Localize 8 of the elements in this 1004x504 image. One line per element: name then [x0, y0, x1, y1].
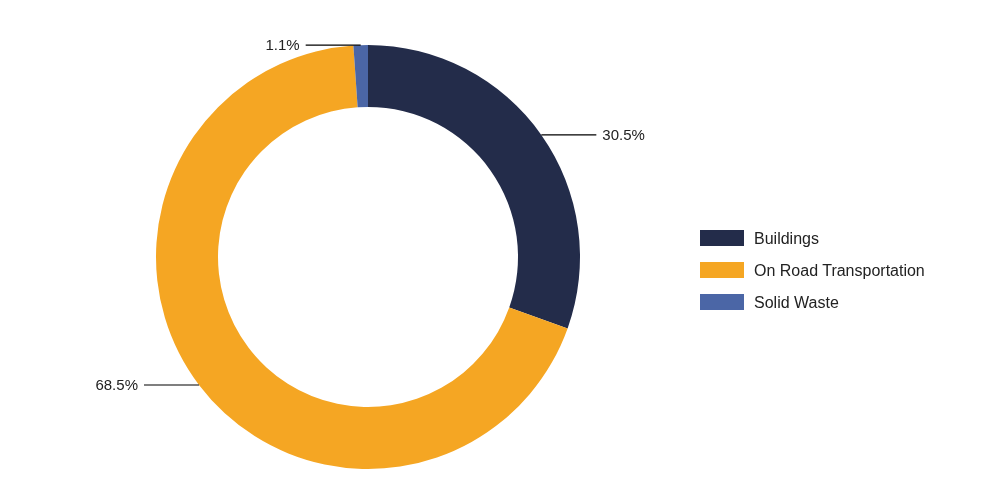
- legend-label: On Road Transportation: [754, 261, 925, 279]
- legend-label: Solid Waste: [754, 293, 839, 311]
- data-label: 30.5%: [602, 126, 645, 144]
- donut-slice: [353, 45, 368, 108]
- data-label: 1.1%: [265, 36, 300, 54]
- legend-label: Buildings: [754, 229, 819, 247]
- data-label: 68.5%: [95, 376, 138, 394]
- donut-slice: [368, 45, 580, 329]
